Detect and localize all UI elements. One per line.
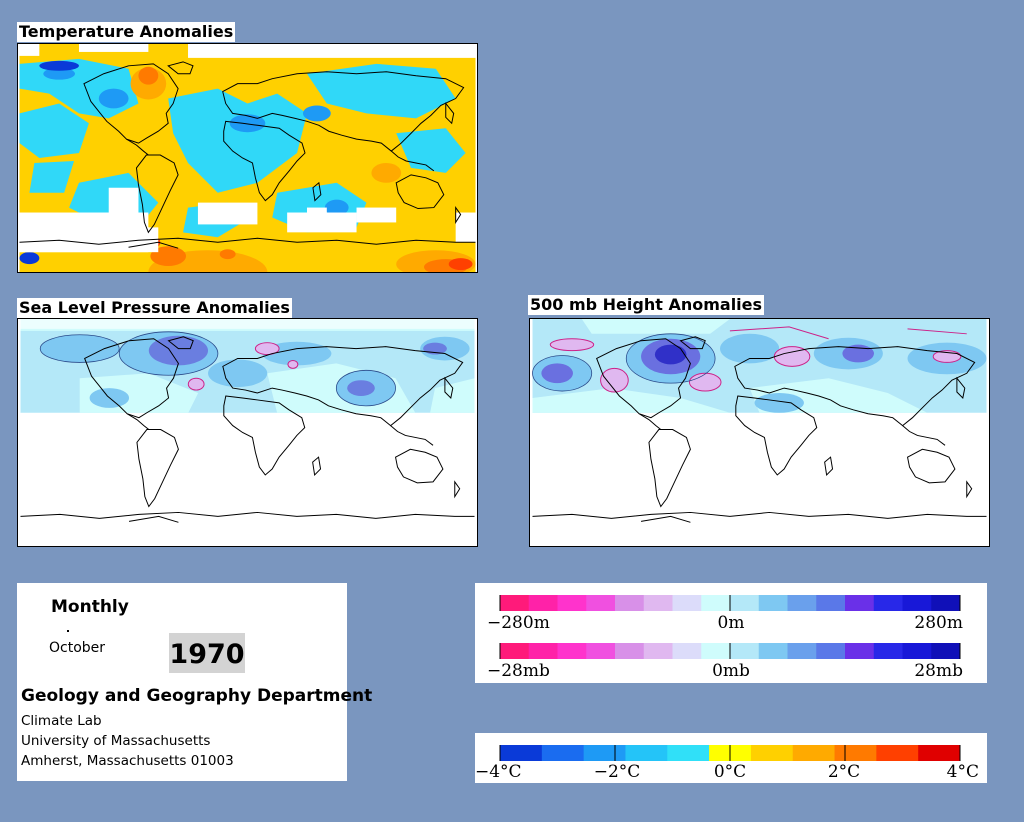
temp-legend-plus2: 2°C [828, 762, 860, 782]
period-label: Monthly [51, 597, 129, 617]
scale-swatch [845, 643, 875, 659]
scale-swatch [528, 643, 558, 659]
scale-swatch [615, 595, 645, 611]
lab-label: Climate Lab [21, 713, 102, 729]
scale-swatch [615, 643, 645, 659]
scale-swatch [918, 745, 961, 761]
height-panel-title: 500 mb Height Anomalies [528, 295, 765, 315]
scale-swatch [816, 595, 846, 611]
scale-swatch [902, 643, 932, 659]
temperature-anomaly-map [17, 43, 478, 273]
scale-swatch [873, 643, 903, 659]
scale-swatch [586, 595, 616, 611]
scale-swatch [876, 745, 919, 761]
scale-swatch [787, 643, 817, 659]
pressure-color-scale [499, 643, 961, 659]
height-legend-min: −280m [487, 613, 550, 633]
temp-legend-plus4: 4°C [947, 762, 979, 782]
scale-swatch [787, 595, 817, 611]
scale-swatch [701, 643, 731, 659]
scale-swatch [541, 745, 585, 761]
pressure-legend-zero: 0mb [712, 661, 750, 681]
info-box: Monthly October 1970 Geology and Geograp… [17, 583, 372, 781]
address-label: Amherst, Massachusetts 01003 [21, 753, 234, 769]
scale-swatch [500, 595, 530, 611]
temperature-color-scale [499, 745, 961, 761]
scale-swatch [583, 745, 626, 761]
scale-swatch [672, 595, 702, 611]
pressure-legend-max: 28mb [914, 661, 963, 681]
scale-swatch [701, 595, 731, 611]
sea-level-pressure-map [17, 318, 478, 547]
temp-legend-minus4: −4°C [475, 762, 522, 782]
height-legend-zero: 0m [718, 613, 745, 633]
scale-swatch [758, 595, 788, 611]
scale-swatch [643, 595, 673, 611]
scale-swatch [845, 595, 875, 611]
scale-swatch [557, 643, 587, 659]
year-label: 1970 [169, 633, 245, 673]
scale-swatch [643, 643, 673, 659]
dot-mark [67, 630, 69, 632]
scale-swatch [730, 595, 760, 611]
university-label: University of Massachusetts [21, 733, 211, 749]
scale-swatch [816, 643, 846, 659]
scale-swatch [873, 595, 903, 611]
temperature-panel-title: Temperature Anomalies [17, 22, 236, 42]
slp-panel-title: Sea Level Pressure Anomalies [17, 298, 292, 318]
height-legend-max: 280m [914, 613, 963, 633]
scale-swatch [667, 745, 710, 761]
scale-swatch [528, 595, 558, 611]
height-pressure-legend: −280m 0m 280m −28mb 0mb 28mb [475, 583, 987, 683]
scale-swatch [902, 595, 932, 611]
temperature-legend: −4°C −2°C 0°C 2°C 4°C [475, 733, 987, 783]
scale-swatch [758, 643, 788, 659]
scale-swatch [730, 643, 760, 659]
pressure-legend-min: −28mb [487, 661, 550, 681]
500mb-height-map [529, 318, 990, 547]
scale-swatch [792, 745, 836, 761]
scale-swatch [834, 745, 877, 761]
temp-legend-zero: 0°C [714, 762, 746, 782]
height-color-scale [499, 595, 961, 611]
temp-legend-minus2: −2°C [594, 762, 641, 782]
scale-swatch [931, 643, 961, 659]
scale-swatch [750, 745, 794, 761]
month-label: October [49, 640, 106, 656]
scale-swatch [586, 643, 616, 659]
department-label: Geology and Geography Department [21, 686, 373, 706]
scale-swatch [500, 745, 543, 761]
scale-swatch [625, 745, 668, 761]
scale-swatch [500, 643, 530, 659]
scale-swatch [931, 595, 961, 611]
scale-swatch [672, 643, 702, 659]
scale-swatch [557, 595, 587, 611]
